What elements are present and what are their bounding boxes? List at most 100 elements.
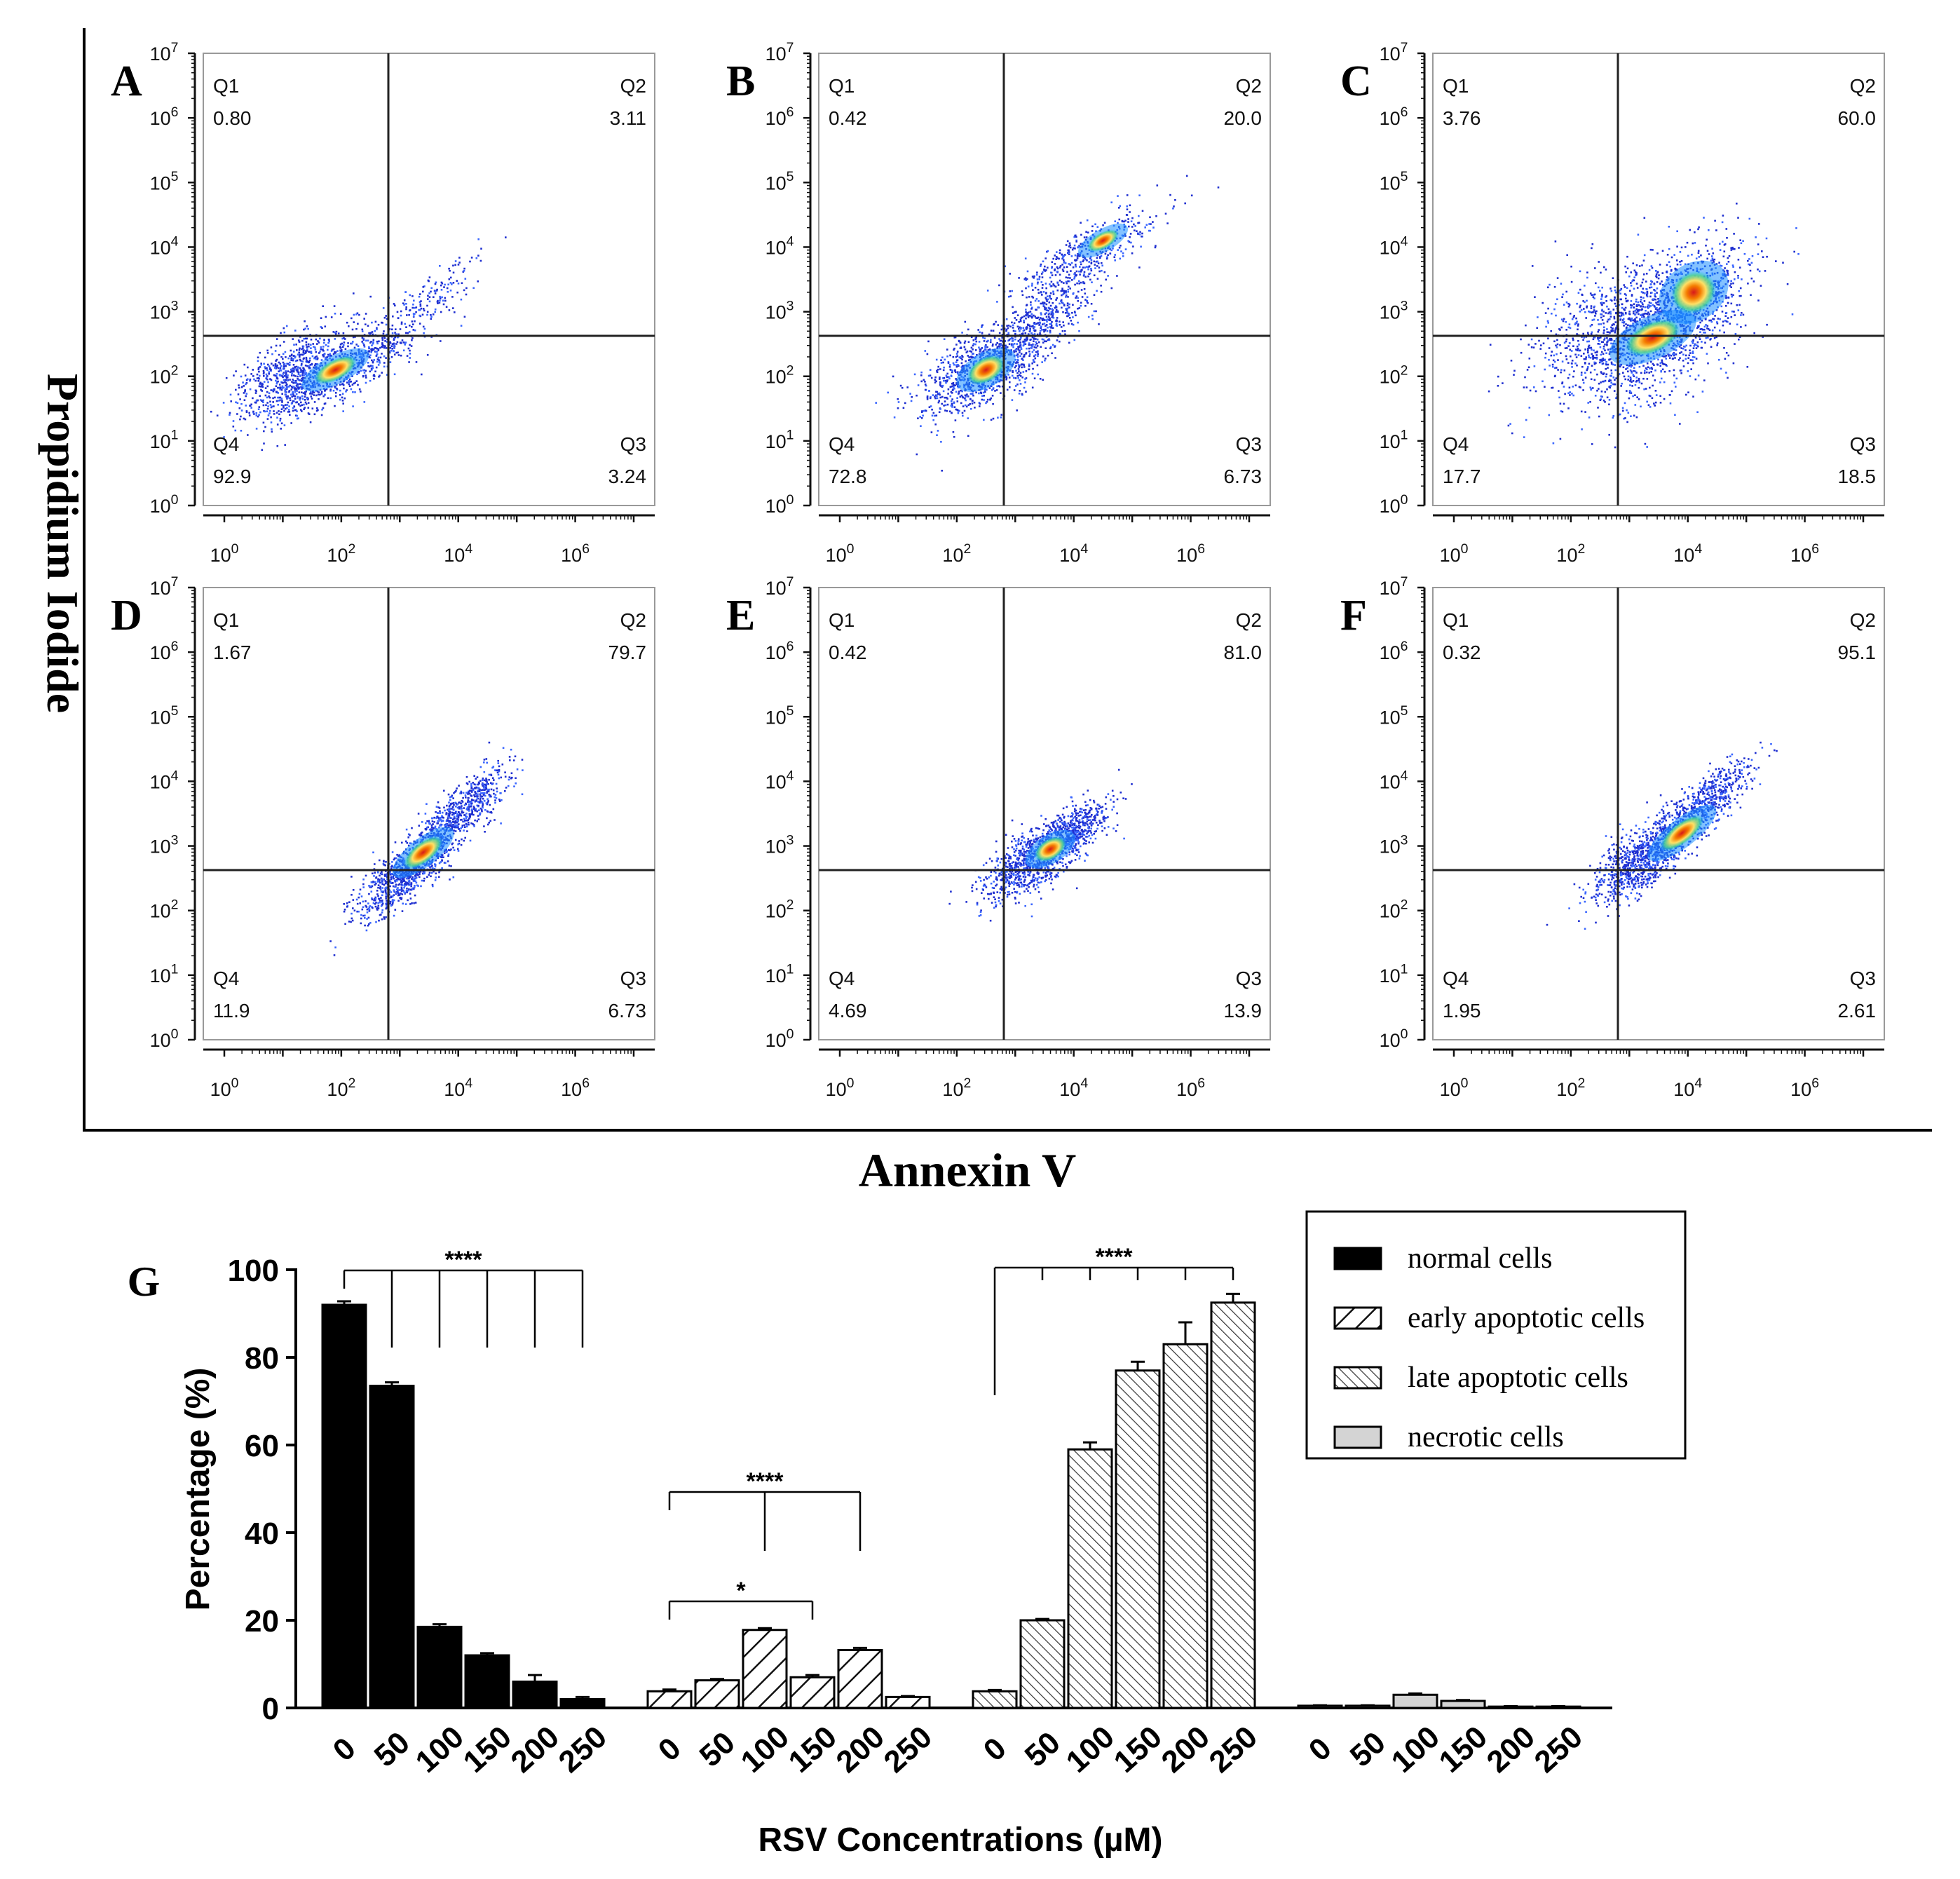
quadrant-value: 3.24 [608, 466, 647, 487]
density-core [1087, 229, 1119, 252]
bar-chart-panel-g: G 0 20 40 60 80 100 Percentage (%) RSV Concentra… [128, 1210, 1687, 1859]
y-tick-label: 101 [150, 962, 179, 986]
plot-area [203, 587, 655, 1040]
quadrant-value: 17.7 [1443, 466, 1481, 487]
quadrant-value: 79.7 [608, 642, 647, 663]
bar [1392, 1693, 1438, 1709]
quadrant-value: 13.9 [1224, 1000, 1263, 1022]
y-tick-label: 103 [1380, 298, 1408, 323]
panel-letter: B [726, 57, 755, 105]
quadrant-value: 0.80 [213, 107, 252, 129]
bar [646, 1690, 693, 1709]
x-tick-label: 50 [693, 1725, 742, 1774]
y-tick-label: 102 [150, 363, 179, 388]
bar [416, 1625, 463, 1709]
plot-area [818, 587, 1271, 1040]
y-tick-label: 106 [150, 639, 179, 663]
quadrant-name: Q4 [213, 433, 239, 455]
significance-label: **** [1096, 1244, 1134, 1270]
legend-swatch [1333, 1366, 1382, 1390]
quadrant-value: 72.8 [829, 466, 867, 487]
quadrant-name: Q1 [829, 75, 855, 97]
quadrant-value: 6.73 [1224, 466, 1263, 487]
y-tick-label: 106 [150, 104, 179, 129]
flow-panel-a: A Q1 0.80 Q2 3.11 Q4 92.9 Q3 3.24 100 101 102 103 104… [111, 40, 655, 566]
quadrant-value: 0.42 [829, 107, 867, 129]
x-tick-label: 104 [1059, 1076, 1088, 1100]
bar [464, 1654, 510, 1709]
y-tick-label: 103 [150, 298, 179, 323]
quadrant-value: 18.5 [1838, 466, 1877, 487]
legend-swatch [1333, 1247, 1382, 1270]
bar [369, 1385, 415, 1709]
y-tick-label: 103 [765, 298, 794, 323]
bar [972, 1690, 1018, 1709]
y-tick-label: 107 [150, 40, 179, 65]
bar [512, 1681, 558, 1709]
quadrant-name: Q4 [1443, 968, 1469, 989]
y-tick-label: 101 [1380, 962, 1408, 986]
y-tick-label: 100 [150, 492, 179, 517]
bar [694, 1679, 740, 1709]
quadrant-value: 95.1 [1838, 642, 1877, 663]
quadrant-name: Q2 [1850, 609, 1876, 631]
x-tick-label: 0 [652, 1731, 688, 1768]
quadrant-value: 92.9 [213, 466, 252, 487]
x-tick-label: 0 [327, 1731, 362, 1768]
y-tick-label: 107 [765, 40, 794, 65]
quadrant-value: 20.0 [1224, 107, 1263, 129]
y-tick-label: 100 [765, 1026, 794, 1051]
y-tick-label: 106 [765, 639, 794, 663]
y-tick-label: 102 [1380, 897, 1408, 922]
quadrant-name: Q4 [829, 433, 855, 455]
x-axis-label: RSV Concentrations (µM) [758, 1822, 1162, 1859]
x-tick-label: 106 [561, 1076, 590, 1100]
y-tick-label: 104 [150, 768, 179, 792]
y-tick-label: 104 [1380, 768, 1408, 792]
x-tick-label: 100 [826, 541, 855, 566]
x-tick-label: 106 [1790, 1076, 1819, 1100]
y-tick-label: 105 [765, 703, 794, 728]
quadrant-name: Q3 [620, 433, 646, 455]
bar [559, 1698, 606, 1709]
y-tick-label: 101 [1380, 428, 1408, 452]
panel-letter: C [1340, 57, 1372, 105]
x-tick-label: 50 [1344, 1725, 1392, 1774]
significance-bracket: * [668, 1578, 814, 1620]
plot-area [203, 53, 655, 506]
plot-area [818, 53, 1271, 506]
y-tick-label: 107 [1380, 574, 1408, 599]
quadrant-value: 2.61 [1838, 1000, 1877, 1022]
density-core [1625, 318, 1680, 357]
quadrant-value: 6.73 [608, 1000, 647, 1022]
bar [742, 1629, 788, 1709]
bar [321, 1303, 367, 1709]
quadrant-name: Q3 [1236, 433, 1262, 455]
quadrant-name: Q4 [1443, 433, 1469, 455]
y-tick-label: 100 [150, 1026, 179, 1051]
x-tick-label: 102 [1556, 1076, 1585, 1100]
quadrant-name: Q1 [213, 609, 239, 631]
y-tick-label: 106 [765, 104, 794, 129]
flow-panel-f: F Q1 0.32 Q2 95.1 Q4 1.95 Q3 2.61 100 101 102 103 104… [1340, 574, 1885, 1100]
panel-letter: A [111, 57, 142, 105]
y-tick-label: 104 [1380, 233, 1408, 258]
density-core [314, 355, 357, 384]
y-tick-label: 103 [765, 832, 794, 857]
legend-swatch [1333, 1425, 1382, 1449]
y-tick-label: 101 [765, 428, 794, 452]
plot-area [1432, 587, 1885, 1040]
y-tick-label: 107 [765, 574, 794, 599]
legend-label: early apoptotic cells [1408, 1302, 1645, 1334]
quadrant-value: 1.67 [213, 642, 252, 663]
bar [837, 1649, 883, 1709]
panel-letter: E [726, 592, 755, 639]
y-tick-label: 104 [765, 233, 794, 258]
y-tick-label: 102 [150, 897, 179, 922]
x-tick-label: 102 [942, 541, 971, 566]
flow-panel-b: B Q1 0.42 Q2 20.0 Q4 72.8 Q3 6.73 100 101 102 103 104… [726, 40, 1271, 566]
quadrant-name: Q3 [1850, 968, 1876, 989]
significance-bracket: **** [993, 1244, 1234, 1395]
legend-swatch [1333, 1306, 1382, 1330]
bar [1067, 1448, 1113, 1709]
